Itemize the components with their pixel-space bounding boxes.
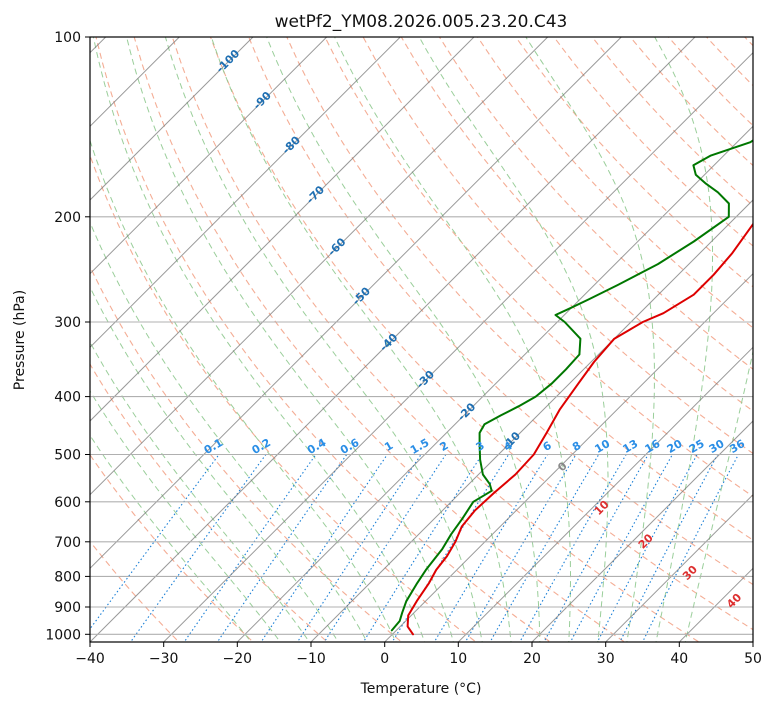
isotherm-line	[90, 37, 328, 275]
x-tick-label: −20	[223, 651, 253, 667]
x-tick-label: 10	[449, 651, 467, 667]
isotherm-line	[605, 493, 753, 642]
y-tick-label: 700	[54, 535, 81, 551]
isotherm-line	[90, 37, 622, 570]
x-tick-label: 20	[523, 651, 541, 667]
y-tick-label: 900	[54, 600, 81, 616]
dry-adiabat-line	[286, 37, 753, 541]
moist-adiabat-line	[90, 434, 252, 642]
dry-adiabat-line	[90, 363, 329, 642]
dry-adiabat-line	[90, 453, 254, 642]
moist-adiabat-line	[210, 37, 512, 642]
isotherm-line	[163, 51, 753, 642]
mixing-ratio-line	[260, 454, 388, 642]
dry-adiabat-line	[90, 265, 403, 642]
plot-frame	[89, 36, 754, 643]
moist-adiabat-line	[90, 286, 339, 642]
y-tick-label: 300	[54, 315, 81, 331]
mixing-ratio-lines	[90, 454, 739, 642]
y-tick-label: 100	[54, 30, 81, 46]
y-tick-label: 800	[54, 569, 81, 585]
isotherm-line	[90, 37, 696, 642]
dry-adiabat-line	[324, 37, 753, 498]
moist-adiabat-line	[334, 37, 571, 642]
x-tick-label: −10	[296, 651, 326, 667]
mixing-ratio-line	[90, 454, 220, 630]
moist-adiabat-line	[684, 349, 753, 642]
isotherm-line	[384, 272, 753, 642]
y-tick-label: 1000	[45, 627, 81, 643]
y-tick-label: 600	[54, 495, 81, 511]
axis-ticks: −40 −30 −20 −10 0 10 20 30 40 50 100 200 300 400 500 60…	[45, 30, 762, 667]
adiabat-lines	[90, 37, 753, 642]
dry-adiabat-line	[515, 37, 753, 288]
temperature-line	[406, 222, 753, 636]
mixing-ratio-line	[362, 454, 483, 642]
moist-adiabat-line	[525, 37, 656, 642]
isotherm-line	[90, 37, 254, 201]
y-axis-label: Pressure (hPa)	[12, 290, 28, 390]
dry-adiabat-line	[95, 37, 552, 642]
x-axis-label: Temperature (°C)	[360, 681, 482, 697]
chart-title: wetPf2_YM08.2026.005.23.20.C43	[275, 12, 568, 32]
y-tick-label: 500	[54, 448, 81, 464]
moist-adiabat-line	[164, 37, 483, 642]
dry-adiabat-line	[171, 37, 700, 642]
x-tick-label: 50	[744, 651, 762, 667]
moist-adiabat-line	[126, 37, 454, 642]
mixing-ratio-line	[296, 454, 422, 642]
isotherm-line	[90, 37, 475, 422]
mixing-ratio-line	[183, 454, 317, 642]
profile-lines	[390, 139, 753, 636]
moist-adiabat-line	[90, 341, 310, 642]
moist-adiabat-line	[654, 37, 713, 642]
isotherm-line	[457, 346, 753, 642]
mixing-ratio-line	[619, 454, 719, 642]
isotherm-line	[90, 37, 401, 349]
moist-adiabat-line	[90, 138, 397, 642]
x-tick-label: 40	[670, 651, 688, 667]
x-tick-label: 0	[380, 651, 389, 667]
mixing-ratio-line	[569, 454, 673, 642]
moist-adiabat-line	[90, 390, 281, 642]
x-tick-label: −40	[75, 651, 105, 667]
isotherm-line	[531, 420, 753, 642]
isotherm-line	[90, 37, 549, 496]
mixing-ratio-line	[216, 454, 348, 642]
moist-adiabat-line	[418, 37, 609, 642]
mixing-ratio-line	[323, 454, 447, 642]
isotherm-line	[236, 125, 753, 642]
x-tick-label: 30	[597, 651, 615, 667]
moist-adiabat-line	[92, 37, 426, 642]
y-tick-label: 400	[54, 390, 81, 406]
dry-adiabat-line	[209, 37, 753, 631]
mixing-ratio-line	[596, 454, 698, 642]
y-tick-label: 200	[54, 210, 81, 226]
moist-adiabat-line	[266, 37, 541, 642]
mixing-ratio-line	[433, 454, 548, 642]
dewpoint-line	[390, 139, 753, 632]
mixing-ratio-line	[464, 454, 577, 642]
mixing-ratio-line	[129, 454, 267, 642]
moist-adiabat-line	[90, 220, 368, 642]
dry-adiabat-line	[248, 37, 753, 586]
x-tick-label: −30	[149, 651, 179, 667]
